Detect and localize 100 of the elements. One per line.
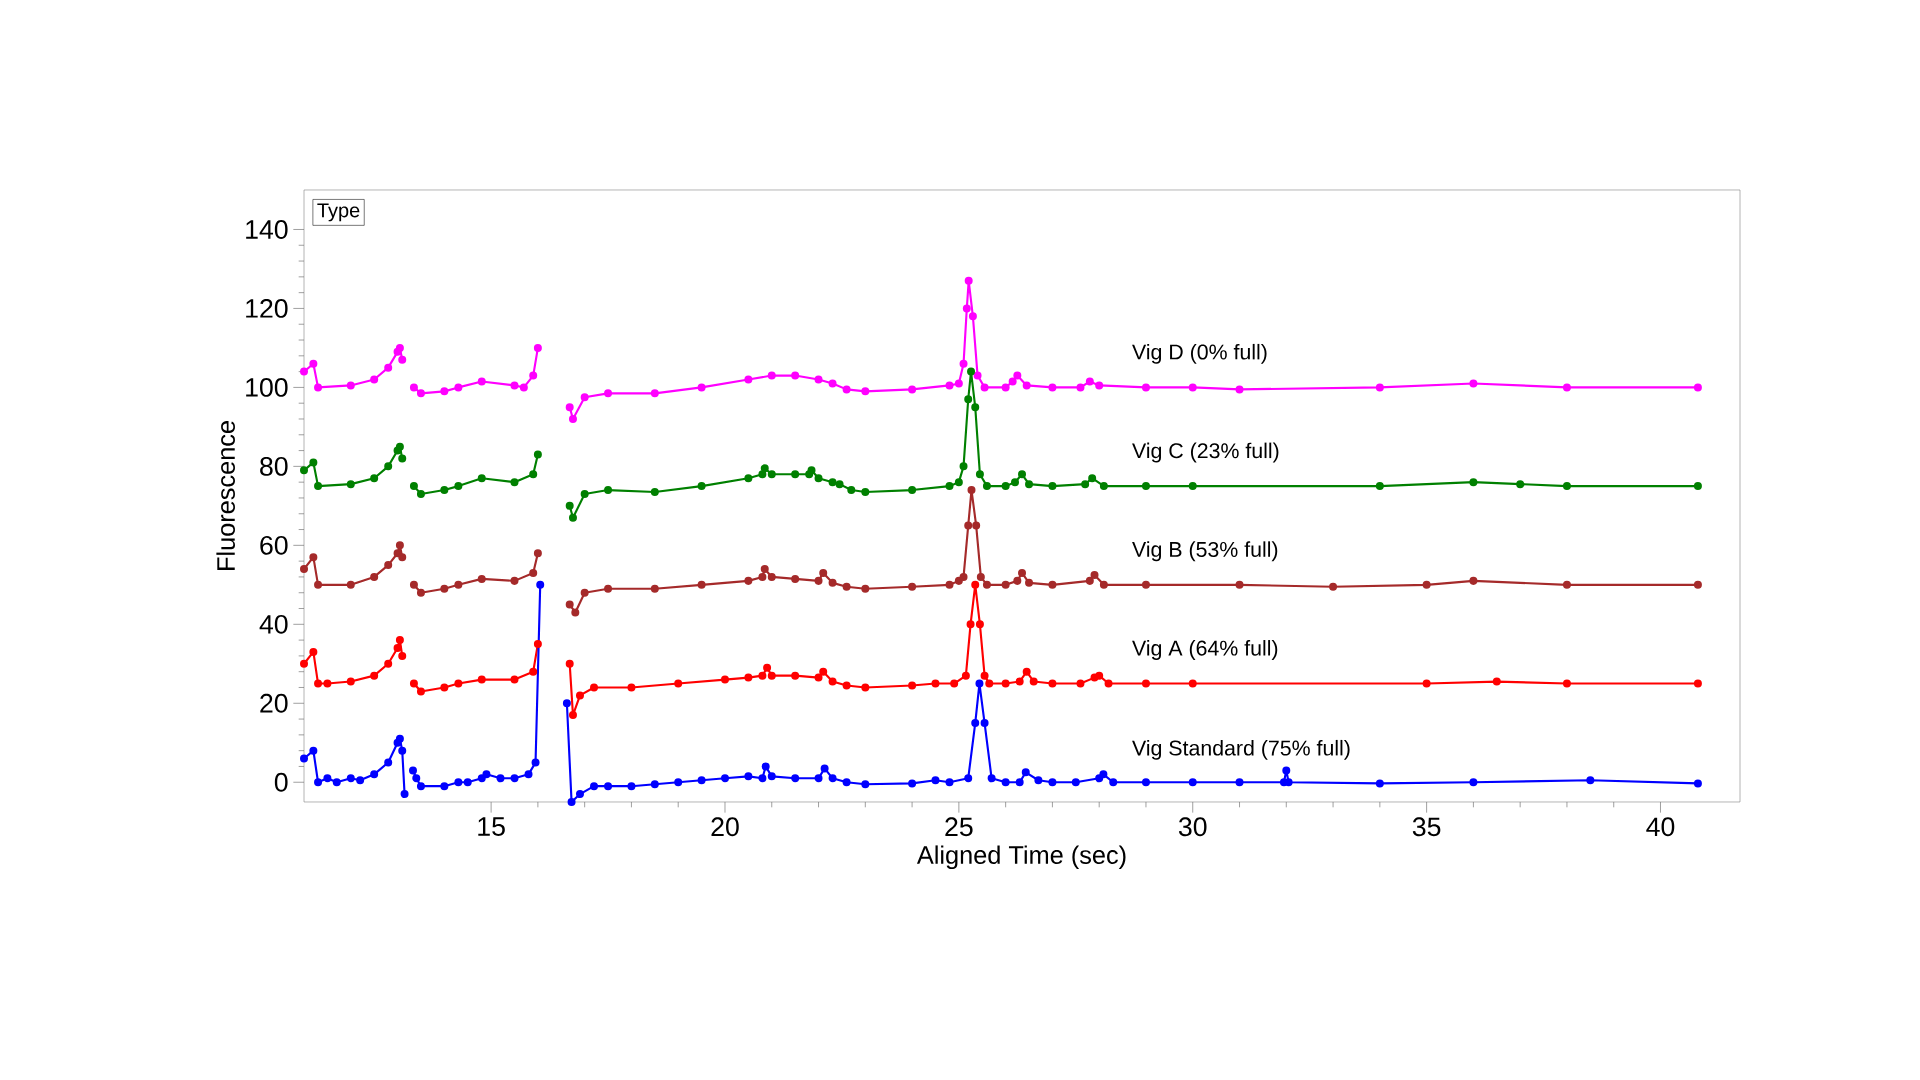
legend-title: Type: [317, 203, 360, 222]
point: [861, 683, 870, 692]
point: [395, 343, 404, 352]
point: [1141, 383, 1150, 392]
point: [1422, 580, 1431, 589]
point: [1048, 383, 1057, 392]
point: [1469, 478, 1478, 487]
point: [395, 541, 404, 550]
point: [529, 568, 538, 577]
point: [571, 608, 580, 617]
point: [1693, 482, 1702, 491]
y-tick-label: 20: [260, 693, 288, 713]
point: [975, 470, 984, 479]
point: [1099, 580, 1108, 589]
point: [982, 482, 991, 491]
point: [346, 677, 355, 686]
point: [1048, 580, 1057, 589]
point: [964, 521, 973, 530]
point: [767, 572, 776, 581]
point: [1693, 383, 1702, 392]
point: [1469, 379, 1478, 388]
point: [1375, 383, 1384, 392]
point: [945, 580, 954, 589]
point: [1375, 482, 1384, 491]
point: [847, 486, 856, 495]
point: [982, 580, 991, 589]
point: [580, 490, 589, 499]
point: [1001, 383, 1010, 392]
point: [861, 488, 870, 497]
point: [398, 651, 407, 660]
point: [814, 474, 823, 483]
point: [568, 513, 577, 522]
point: [819, 667, 828, 676]
point: [959, 462, 968, 471]
point: [440, 486, 449, 495]
point: [972, 521, 981, 530]
point: [758, 671, 767, 680]
point: [384, 363, 393, 372]
point: [398, 355, 407, 364]
point: [1025, 480, 1034, 489]
point: [590, 683, 599, 692]
point: [440, 683, 449, 692]
point: [565, 501, 574, 510]
point: [604, 486, 613, 495]
point: [1516, 480, 1525, 489]
y-axis-title: Fluorescence: [216, 421, 235, 570]
point: [1076, 383, 1085, 392]
point: [604, 584, 613, 593]
point: [1141, 580, 1150, 589]
point: [395, 636, 404, 645]
series-label: Vig Standard (75% full): [1132, 739, 1350, 760]
point: [744, 576, 753, 585]
point: [961, 671, 970, 680]
point: [945, 381, 954, 390]
point: [1235, 385, 1244, 394]
point: [1095, 671, 1104, 680]
point: [760, 464, 769, 473]
point: [1088, 474, 1097, 483]
point: [697, 383, 706, 392]
point: [1188, 383, 1197, 392]
point: [346, 580, 355, 589]
point: [604, 389, 613, 398]
point: [842, 582, 851, 591]
point: [1048, 679, 1057, 688]
y-tick-label: 100: [246, 377, 288, 397]
x-tick-label: 20: [711, 817, 739, 837]
point: [477, 474, 486, 483]
point: [346, 381, 355, 390]
point: [454, 580, 463, 589]
point: [1562, 580, 1571, 589]
point: [814, 375, 823, 384]
point: [767, 371, 776, 380]
point: [1029, 677, 1038, 686]
point: [1022, 667, 1031, 676]
point: [814, 673, 823, 682]
point: [908, 582, 917, 591]
point: [565, 659, 574, 668]
x-tick-label: 25: [945, 817, 973, 837]
point: [393, 644, 402, 652]
point: [1010, 478, 1019, 487]
point: [568, 711, 577, 720]
point: [565, 600, 574, 609]
point: [720, 675, 729, 684]
point: [650, 389, 659, 398]
point: [568, 414, 577, 423]
point: [384, 659, 393, 668]
point: [959, 359, 968, 368]
point: [1048, 482, 1057, 491]
point: [309, 458, 318, 467]
point: [828, 379, 837, 388]
point: [1562, 383, 1571, 392]
point: [533, 549, 542, 558]
point: [1141, 679, 1150, 688]
point: [950, 679, 959, 688]
point: [828, 677, 837, 686]
point: [1013, 576, 1022, 585]
x-tick-label: 30: [1178, 817, 1207, 837]
point: [575, 691, 584, 700]
point: [565, 403, 574, 412]
point: [300, 659, 309, 668]
